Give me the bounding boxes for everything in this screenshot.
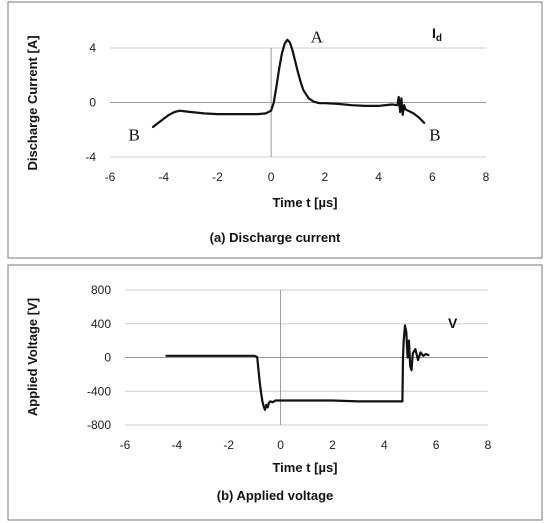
x-tick-label: 6 [433, 438, 440, 452]
y-axis-title-a: Discharge Current [A] [25, 35, 40, 170]
panel-a-frame [7, 1, 543, 259]
y-tick-label: 400 [91, 317, 111, 331]
x-tick-label: 2 [322, 170, 329, 184]
panel-a-annotations: A B B [128, 28, 440, 145]
y-tick-label: 800 [91, 283, 111, 297]
x-tick-label: 4 [375, 170, 382, 184]
discharge-current-trace [151, 38, 426, 129]
panel-b-grid [125, 289, 488, 426]
caption-a: (a) Discharge current [210, 230, 341, 245]
panel-b-frame [7, 264, 543, 521]
y-tick-label: -400 [87, 384, 111, 398]
x-tick-label: -4 [172, 438, 183, 452]
x-tick-label: 0 [277, 438, 284, 452]
panel-applied-voltage: 800 400 0 -400 -800 -6 -4 -2 0 2 4 6 8 V Applied Vo… [7, 264, 543, 521]
series-label-v: V [448, 315, 458, 331]
x-axis-title-b: Time t [µs] [272, 460, 337, 475]
series-label-id: Id [432, 25, 442, 44]
panel-b-x-ticks: -6 -4 -2 0 2 4 6 8 [120, 438, 492, 452]
panel-b-y-ticks: 800 400 0 -400 -800 [87, 283, 111, 432]
panel-a-grid [110, 47, 486, 158]
x-tick-label: 8 [485, 438, 492, 452]
x-tick-label: 2 [329, 438, 336, 452]
panel-a-y-ticks: 4 0 -4 [85, 41, 96, 164]
caption-b: (b) Applied voltage [217, 488, 334, 503]
x-tick-label: 6 [429, 170, 436, 184]
series-label-id-subscript: d [436, 33, 442, 44]
x-tick-label: -2 [212, 170, 223, 184]
y-tick-label: -800 [87, 418, 111, 432]
panel-a-x-ticks: -6 -4 -2 0 2 4 6 8 [105, 170, 490, 184]
annotation-label: A [311, 28, 324, 47]
panel-discharge-current: 4 0 -4 -6 -4 -2 0 2 4 6 8 A B B Id Discharge Curren… [7, 1, 543, 259]
x-axis-title-a: Time t [µs] [272, 195, 337, 210]
y-tick-label: 0 [89, 96, 96, 110]
y-tick-label: -4 [85, 150, 96, 164]
y-tick-label: 0 [104, 351, 111, 365]
annotation-label: B [429, 126, 440, 145]
x-tick-label: 0 [268, 170, 275, 184]
x-tick-label: 8 [483, 170, 490, 184]
x-tick-label: -6 [105, 170, 116, 184]
applied-voltage-trace [165, 324, 430, 411]
x-tick-label: -4 [158, 170, 169, 184]
y-tick-label: 4 [89, 41, 96, 55]
x-tick-label: -2 [223, 438, 234, 452]
x-tick-label: -6 [120, 438, 131, 452]
annotation-label: B [128, 126, 139, 145]
x-tick-label: 4 [381, 438, 388, 452]
y-axis-title-b: Applied Voltage [V] [25, 298, 40, 416]
